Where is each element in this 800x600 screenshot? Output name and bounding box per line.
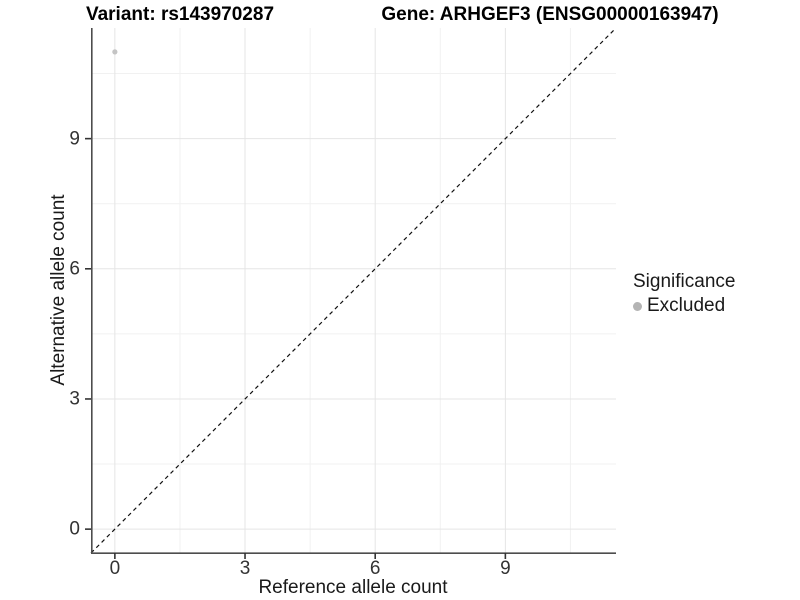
x-tick-label: 3 xyxy=(239,558,251,579)
y-tick-label: 9 xyxy=(69,128,80,150)
x-axis-title: Reference allele count xyxy=(258,577,448,598)
legend-item-excluded: Excluded xyxy=(633,295,735,317)
data-point-excluded xyxy=(112,49,118,55)
plot-panel xyxy=(85,27,617,559)
y-axis-title: Alternative allele count xyxy=(48,194,69,386)
y-tick-label: 6 xyxy=(69,258,80,280)
identity-dashed-line xyxy=(90,27,617,554)
legend-item-label: Excluded xyxy=(647,295,726,316)
legend: Significance Excluded xyxy=(633,271,735,317)
x-tick-label: 9 xyxy=(500,558,511,579)
excluded-point-icon xyxy=(633,301,642,311)
x-tick-label: 6 xyxy=(369,558,381,579)
legend-title: Significance xyxy=(633,271,736,292)
y-tick-label: 0 xyxy=(69,518,80,540)
x-tick-label: 0 xyxy=(109,558,121,579)
y-tick-label: 3 xyxy=(69,388,80,410)
plot-title-variant: Variant: rs143970287 xyxy=(85,4,275,25)
plot-title-gene: Gene: ARHGEF3 (ENSG00000163947) xyxy=(381,4,719,25)
plot-canvas xyxy=(85,27,617,559)
